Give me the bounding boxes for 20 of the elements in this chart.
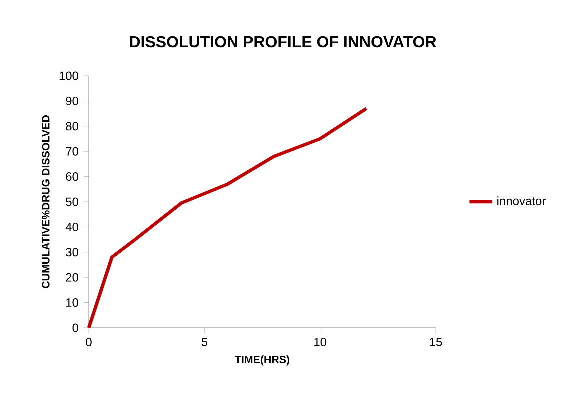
x-tick-label: 10: [314, 338, 327, 347]
x-tick-label: 15: [430, 338, 442, 346]
y-tick-label: 60: [66, 172, 78, 182]
legend-label: innovator: [498, 196, 546, 206]
y-tick-label: 50: [66, 198, 78, 206]
y-tick-label: 80: [66, 122, 78, 131]
y-axis-title: CUMULATIVE%DRUG DISSOLVED: [42, 116, 50, 288]
y-tick-label: 20: [66, 273, 78, 282]
y-tick-label: 100: [60, 72, 78, 80]
y-tick-label: 30: [66, 248, 78, 257]
line-series: [87, 107, 368, 330]
x-tick-label: 0: [86, 338, 92, 347]
y-tick-label: 10: [66, 298, 78, 308]
chart-title: DISSOLUTION PROFILE OF INNOVATOR: [130, 36, 436, 48]
x-axis-title: TIME(HRS): [235, 356, 290, 366]
y-tick-label: 70: [66, 147, 78, 156]
x-tick-label: 5: [202, 338, 208, 346]
y-tick-label: 0: [72, 324, 78, 332]
y-tick-label: 40: [66, 222, 78, 232]
y-tick-label: 90: [66, 96, 78, 106]
